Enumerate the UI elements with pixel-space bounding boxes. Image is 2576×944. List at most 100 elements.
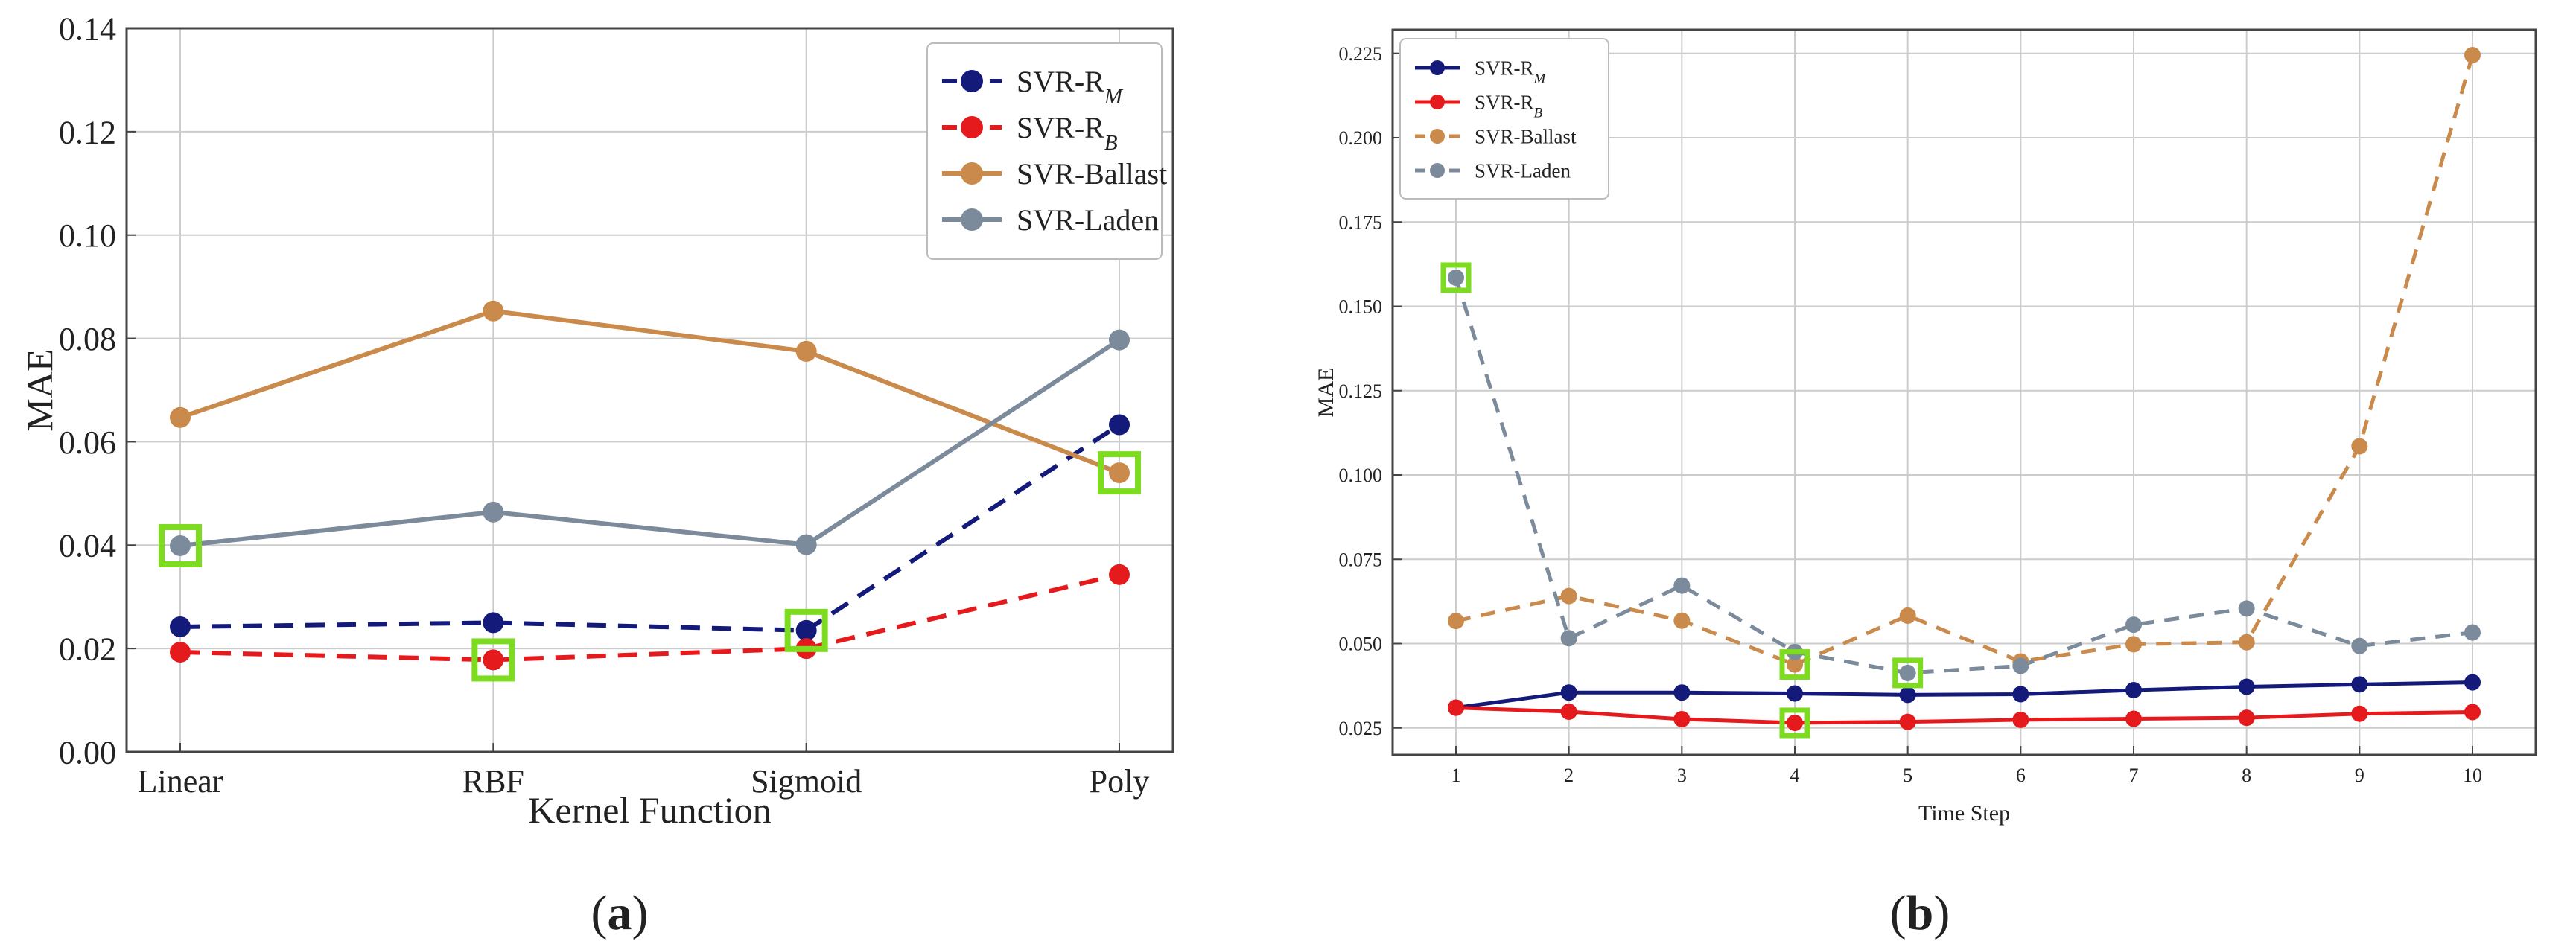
- data-point-series-1: [1899, 713, 1916, 730]
- data-point-series-1: [170, 642, 191, 663]
- series-line-3: [179, 338, 1121, 548]
- x-axis-label: Time Step: [1918, 801, 2010, 826]
- y-tick-label: 0.175: [1339, 211, 1383, 233]
- panel-b-time-step-chart: 0.025 0.050 0.075 0.100 0.125 0.150 0.175 0.200…: [1314, 28, 2537, 826]
- best-value-highlight: [1892, 657, 1924, 689]
- x-tick-label: 4: [1790, 765, 1800, 786]
- legend-label-0: SVR-RM: [1475, 57, 1547, 86]
- data-point-series-3: [1673, 577, 1691, 594]
- data-point-series-0: [483, 612, 504, 634]
- panel-a-caption: (a): [591, 886, 649, 940]
- data-point-series-1: [1787, 714, 1803, 731]
- data-point-series-1: [1673, 710, 1691, 727]
- legend-marker-1: [1430, 95, 1445, 109]
- best-value-highlight: [159, 523, 202, 567]
- data-point-series-3: [2464, 624, 2481, 641]
- x-tick-label: 8: [2242, 765, 2251, 786]
- legend-marker-1: [961, 116, 983, 138]
- x-tick-label: Poly: [1090, 763, 1150, 800]
- data-point-series-2: [1109, 462, 1130, 484]
- data-point-series-1: [2238, 709, 2255, 727]
- data-point-series-1: [1560, 704, 1577, 721]
- data-point-series-3: [1560, 630, 1577, 647]
- legend-label-3: SVR-Laden: [1017, 203, 1159, 237]
- series-line-1: [179, 572, 1120, 663]
- legend-box: [1399, 38, 1609, 200]
- legend-marker-2: [961, 162, 983, 185]
- data-point-series-0: [795, 619, 817, 641]
- best-value-highlight: [1098, 451, 1141, 495]
- data-point-series-1: [2351, 705, 2368, 722]
- y-tick-label: 0.050: [1339, 634, 1383, 655]
- legend-marker-0: [961, 70, 983, 92]
- data-point-series-3: [170, 535, 191, 556]
- data-point-series-1: [2125, 710, 2142, 727]
- data-point-series-0: [2464, 674, 2481, 691]
- data-point-series-0: [2238, 678, 2255, 695]
- x-tick-label: 5: [1903, 765, 1912, 786]
- data-point-series-2: [795, 340, 817, 362]
- data-point-series-2: [1448, 613, 1464, 630]
- data-point-series-2: [170, 406, 191, 428]
- legend-label-2: SVR-Ballast: [1017, 157, 1167, 191]
- x-tick-label: 9: [2355, 765, 2364, 786]
- data-point-series-2: [1560, 587, 1577, 605]
- data-point-series-0: [1787, 685, 1803, 702]
- data-point-series-2: [2351, 438, 2368, 455]
- x-tick-label: 1: [1451, 765, 1461, 786]
- data-point-series-3: [2238, 600, 2255, 617]
- data-point-series-3: [795, 534, 817, 555]
- data-point-series-2: [483, 300, 504, 322]
- best-value-highlight: [1779, 707, 1810, 739]
- best-value-highlight: [1779, 649, 1810, 680]
- y-tick-label: 0.14: [59, 10, 116, 47]
- legend-box: [926, 42, 1163, 260]
- legend-label-1: SVR-RB: [1017, 111, 1118, 155]
- legend-marker-3: [961, 208, 983, 231]
- data-point-series-0: [2125, 682, 2142, 699]
- data-point-series-3: [2012, 657, 2029, 674]
- x-tick-label: 6: [2016, 765, 2026, 786]
- legend-label-1: SVR-RB: [1475, 91, 1543, 121]
- x-tick-label: Sigmoid: [751, 763, 862, 800]
- x-tick-label: 10: [2463, 765, 2482, 786]
- data-point-series-0: [1560, 684, 1577, 701]
- series-line-3: [1454, 277, 2473, 675]
- y-tick-label: 0.02: [59, 631, 116, 668]
- y-tick-label: 0.04: [59, 528, 116, 564]
- legend-marker-2: [1430, 129, 1445, 144]
- plot-frame: [1391, 28, 2537, 756]
- x-tick-label: 2: [1564, 765, 1574, 786]
- x-tick-label: 3: [1677, 765, 1687, 786]
- data-point-series-3: [2351, 637, 2368, 654]
- data-point-series-0: [2012, 686, 2029, 703]
- data-point-series-0: [2351, 676, 2368, 693]
- data-point-series-2: [2464, 46, 2481, 63]
- data-point-series-0: [1899, 686, 1916, 704]
- data-point-series-3: [1899, 664, 1916, 681]
- data-point-series-2: [1673, 612, 1691, 629]
- data-point-series-3: [483, 501, 504, 523]
- data-point-series-3: [1448, 269, 1464, 286]
- best-value-highlight: [1440, 262, 1472, 293]
- data-point-series-2: [1787, 656, 1803, 673]
- data-point-series-0: [1109, 414, 1130, 436]
- y-tick-label: 0.12: [59, 114, 116, 150]
- data-point-series-3: [2125, 616, 2142, 634]
- data-point-series-1: [2012, 711, 2029, 728]
- x-tick-label: RBF: [462, 763, 524, 800]
- data-point-series-0: [1673, 684, 1691, 701]
- data-point-series-1: [483, 649, 504, 671]
- data-point-series-2: [1899, 607, 1916, 624]
- plot-frame: [125, 27, 1174, 753]
- legend-label-2: SVR-Ballast: [1475, 125, 1577, 147]
- best-value-highlight: [471, 638, 515, 682]
- x-tick-label: Linear: [138, 763, 223, 800]
- x-tick-label: 7: [2129, 765, 2139, 786]
- panel-b-caption: (b): [1890, 886, 1950, 940]
- y-tick-label: 0.08: [59, 321, 116, 357]
- y-axis-label: MAE: [1314, 368, 1338, 418]
